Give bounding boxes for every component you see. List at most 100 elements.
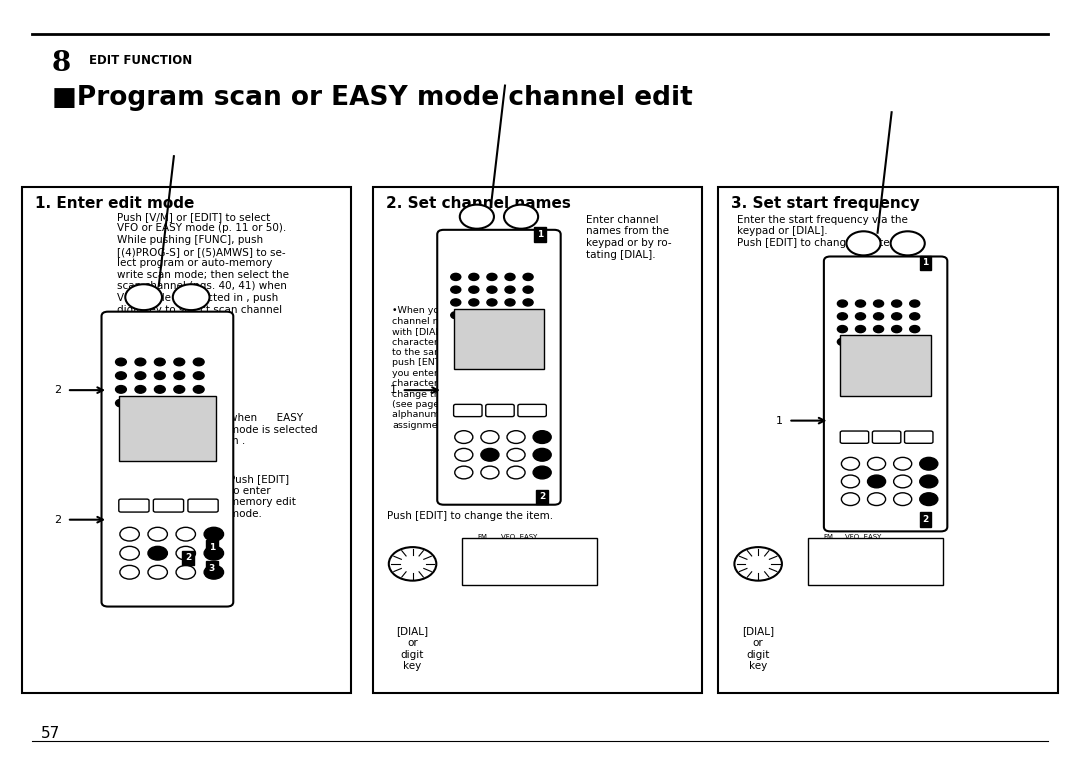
- Circle shape: [174, 372, 185, 379]
- Circle shape: [487, 312, 497, 319]
- Circle shape: [891, 232, 924, 255]
- Circle shape: [837, 300, 848, 307]
- Circle shape: [523, 299, 534, 306]
- Circle shape: [135, 399, 146, 407]
- Circle shape: [148, 527, 167, 541]
- Text: 2: 2: [54, 385, 62, 395]
- Circle shape: [534, 448, 551, 461]
- Text: 2: 2: [539, 492, 545, 501]
- Circle shape: [481, 448, 499, 461]
- Text: 8: 8: [52, 50, 71, 76]
- Circle shape: [920, 457, 937, 470]
- Circle shape: [487, 299, 497, 306]
- Circle shape: [893, 457, 912, 470]
- Circle shape: [534, 431, 551, 443]
- Circle shape: [481, 466, 499, 479]
- Bar: [840, 335, 931, 395]
- Text: FM: FM: [477, 534, 487, 540]
- Circle shape: [874, 300, 883, 307]
- Text: Enter channel
names from the
keypad or by ro-
tating [DIAL].: Enter channel names from the keypad or b…: [586, 215, 672, 260]
- Circle shape: [487, 274, 497, 280]
- Circle shape: [174, 358, 185, 366]
- Circle shape: [176, 546, 195, 560]
- Circle shape: [909, 325, 920, 333]
- Text: Push [EDIT]
to enter
memory edit
mode.: Push [EDIT] to enter memory edit mode.: [229, 474, 296, 519]
- Circle shape: [154, 358, 165, 366]
- Circle shape: [173, 284, 210, 310]
- Circle shape: [481, 431, 499, 443]
- Circle shape: [193, 386, 204, 393]
- Circle shape: [176, 527, 195, 541]
- Circle shape: [892, 312, 902, 320]
- Circle shape: [892, 325, 902, 333]
- Circle shape: [855, 312, 865, 320]
- FancyBboxPatch shape: [153, 499, 184, 512]
- Circle shape: [148, 565, 167, 579]
- Text: VFO  EASY: VFO EASY: [501, 534, 538, 540]
- Bar: [373, 187, 702, 693]
- Text: 2: 2: [922, 515, 929, 524]
- Circle shape: [193, 372, 204, 379]
- Circle shape: [120, 565, 139, 579]
- Bar: [718, 187, 1058, 693]
- FancyBboxPatch shape: [873, 431, 901, 443]
- Circle shape: [450, 299, 461, 306]
- Circle shape: [487, 286, 497, 293]
- Circle shape: [867, 493, 886, 505]
- Text: Push [EDIT] to change the item.: Push [EDIT] to change the item.: [387, 511, 553, 520]
- Circle shape: [193, 399, 204, 407]
- Circle shape: [204, 546, 224, 560]
- Text: ■Program scan or EASY mode channel edit: ■Program scan or EASY mode channel edit: [52, 85, 692, 111]
- Circle shape: [734, 547, 782, 581]
- Circle shape: [841, 475, 860, 488]
- Circle shape: [174, 386, 185, 393]
- Text: 2: 2: [54, 514, 62, 525]
- Circle shape: [504, 205, 538, 229]
- Circle shape: [450, 286, 461, 293]
- Circle shape: [920, 493, 937, 505]
- Circle shape: [920, 475, 937, 488]
- Text: 1. Enter edit mode: 1. Enter edit mode: [35, 196, 194, 211]
- Text: VFO  EASY: VFO EASY: [845, 534, 881, 540]
- Circle shape: [874, 325, 883, 333]
- Circle shape: [204, 527, 224, 541]
- Circle shape: [125, 284, 162, 310]
- Circle shape: [909, 338, 920, 345]
- Text: 1: 1: [922, 258, 929, 267]
- FancyBboxPatch shape: [119, 499, 149, 512]
- Circle shape: [841, 457, 860, 470]
- Bar: [462, 538, 597, 585]
- Circle shape: [874, 338, 883, 345]
- Text: )  ' )/: ) ' )/: [856, 555, 893, 571]
- Circle shape: [523, 274, 534, 280]
- Text: [DIAL]
or
digit
key: [DIAL] or digit key: [742, 626, 774, 671]
- Text: either: either: [483, 539, 515, 549]
- Circle shape: [847, 232, 880, 255]
- Text: •When you enter
channel names
with [DIAL] or a
character assigned
to the same ke: •When you enter channel names with [DIAL…: [392, 306, 483, 430]
- Circle shape: [892, 338, 902, 345]
- FancyBboxPatch shape: [824, 257, 947, 531]
- FancyBboxPatch shape: [188, 499, 218, 512]
- Text: 1: 1: [537, 230, 543, 239]
- Circle shape: [523, 286, 534, 293]
- Circle shape: [507, 448, 525, 461]
- Circle shape: [874, 312, 883, 320]
- Circle shape: [505, 312, 515, 319]
- Circle shape: [450, 274, 461, 280]
- Circle shape: [909, 312, 920, 320]
- Circle shape: [841, 493, 860, 505]
- FancyBboxPatch shape: [486, 405, 514, 417]
- Circle shape: [174, 399, 185, 407]
- Circle shape: [135, 358, 146, 366]
- Text: 57: 57: [41, 725, 60, 741]
- Text: 3: 3: [208, 564, 215, 573]
- Text: EDIT FUNCTION: EDIT FUNCTION: [89, 54, 192, 67]
- Circle shape: [469, 286, 478, 293]
- Text: 1: 1: [777, 415, 783, 426]
- Circle shape: [116, 386, 126, 393]
- Circle shape: [469, 312, 478, 319]
- Circle shape: [505, 299, 515, 306]
- Circle shape: [154, 399, 165, 407]
- FancyBboxPatch shape: [905, 431, 933, 443]
- Text: 1: 1: [390, 385, 396, 395]
